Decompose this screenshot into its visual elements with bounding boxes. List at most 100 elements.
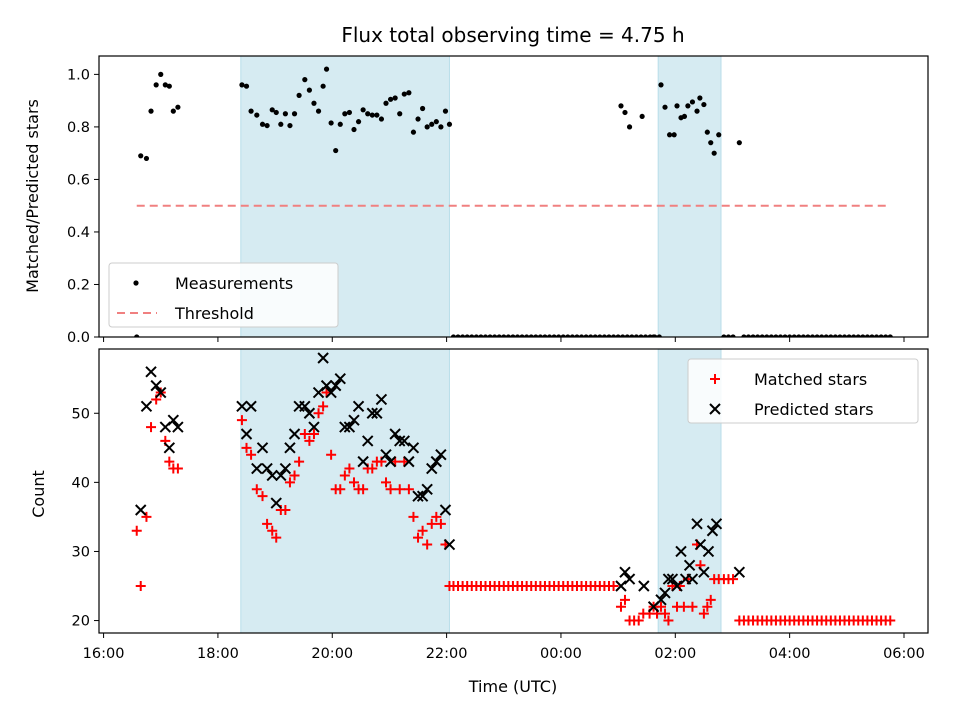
measurements-point bbox=[478, 334, 484, 337]
measurements-point bbox=[351, 126, 357, 133]
measurements-point bbox=[689, 99, 696, 105]
predicted-stars-point bbox=[675, 545, 687, 558]
measurements-point bbox=[656, 334, 662, 337]
predicted-stars-point bbox=[279, 462, 292, 475]
measurements-point bbox=[446, 121, 453, 127]
measurements-point bbox=[424, 124, 430, 130]
legend-label-measurements: Measurements bbox=[175, 274, 293, 293]
measurements-point bbox=[514, 334, 521, 337]
measurements-point bbox=[615, 334, 621, 337]
measurements-point bbox=[721, 334, 727, 337]
matched-stars-point bbox=[172, 463, 183, 474]
matched-stars-point bbox=[326, 449, 337, 460]
measurements-point bbox=[365, 111, 371, 117]
measurements-point bbox=[694, 108, 700, 114]
measurements-point bbox=[487, 334, 493, 337]
measurements-point bbox=[143, 155, 150, 162]
measurements-point bbox=[360, 107, 366, 113]
predicted-stars-point bbox=[380, 449, 392, 461]
measurements-point bbox=[328, 120, 334, 126]
predicted-stars-point bbox=[394, 435, 406, 447]
y-tick-label: 50 bbox=[72, 406, 90, 422]
predicted-stars-point bbox=[371, 407, 383, 419]
matched-stars-point bbox=[344, 463, 355, 474]
y-tick-label: 1.0 bbox=[67, 67, 90, 83]
measurements-point bbox=[419, 105, 426, 112]
measurements-point bbox=[401, 91, 407, 97]
shaded-interval-1 bbox=[240, 348, 450, 634]
measurements-point bbox=[269, 107, 275, 113]
measurements-point bbox=[333, 147, 339, 154]
predicted-stars-point bbox=[710, 518, 723, 530]
predicted-stars-point bbox=[439, 504, 452, 516]
measurements-point bbox=[819, 334, 825, 337]
measurements-point bbox=[622, 109, 628, 116]
measurements-point bbox=[282, 111, 288, 117]
predicted-stars-point bbox=[403, 455, 415, 468]
predicted-stars-point bbox=[334, 373, 346, 385]
legend-marker-matched-stars bbox=[710, 374, 720, 384]
measurements-point bbox=[442, 108, 449, 114]
matched-stars-point bbox=[678, 601, 689, 612]
matched-stars-point bbox=[394, 484, 405, 495]
measurements-point bbox=[782, 334, 788, 337]
measurements-point bbox=[764, 334, 770, 337]
measurements-point bbox=[296, 92, 302, 98]
matched-stars-point bbox=[164, 456, 175, 467]
measurements-point bbox=[320, 83, 326, 89]
measurements-point bbox=[273, 109, 279, 116]
top-y-axis-label: Matched/Predicted stars bbox=[23, 99, 42, 293]
measurements-point bbox=[278, 121, 284, 127]
predicted-stars-point bbox=[615, 580, 627, 592]
predicted-stars-point bbox=[343, 421, 356, 433]
plot-area bbox=[131, 352, 896, 626]
measurements-point bbox=[337, 121, 343, 127]
predicted-stars-point bbox=[659, 587, 671, 599]
predicted-stars-point bbox=[245, 400, 257, 413]
matched-stars-point bbox=[135, 581, 146, 592]
matched-stars-point bbox=[702, 601, 713, 612]
measurements-point bbox=[768, 334, 774, 337]
legend-label-matched-stars: Matched stars bbox=[754, 370, 867, 389]
predicted-stars-point bbox=[384, 455, 397, 468]
measurements-point bbox=[392, 95, 398, 101]
measurements-point bbox=[574, 334, 580, 337]
predicted-stars-point bbox=[348, 414, 360, 426]
matched-stars-point bbox=[885, 615, 896, 626]
x-tick-label: 22:00 bbox=[426, 646, 468, 662]
legend: Measurements Threshold bbox=[108, 262, 339, 328]
matched-stars-point bbox=[385, 484, 396, 495]
measurements-point bbox=[406, 90, 412, 96]
measurements-point bbox=[546, 334, 553, 337]
measurements-point bbox=[800, 334, 806, 337]
predicted-stars-point bbox=[163, 442, 176, 454]
measurements-point bbox=[542, 334, 548, 337]
measurements-point bbox=[606, 334, 612, 337]
matched-stars-point bbox=[728, 574, 739, 585]
predicted-stars-point bbox=[362, 435, 374, 447]
measurements-point bbox=[639, 113, 645, 120]
predicted-stars-point bbox=[320, 379, 333, 392]
measurements-point bbox=[650, 334, 657, 337]
measurements-point bbox=[658, 82, 664, 88]
matched-stars-point bbox=[284, 477, 295, 488]
measurements-point bbox=[796, 334, 802, 337]
measurements-point bbox=[569, 334, 575, 337]
y-tick-label: 0.8 bbox=[67, 120, 90, 136]
measurements-point bbox=[528, 334, 534, 337]
measurements-point bbox=[704, 129, 710, 135]
predicted-stars-point bbox=[733, 566, 746, 578]
measurements-point bbox=[556, 334, 562, 337]
measurements-point bbox=[438, 124, 444, 130]
predicted-stars-point bbox=[266, 469, 278, 482]
matched-stars-point bbox=[413, 532, 424, 543]
predicted-stars-point bbox=[284, 442, 296, 454]
measurements-point bbox=[773, 334, 779, 337]
predicted-stars-point bbox=[275, 469, 287, 482]
measurements-point bbox=[315, 108, 322, 114]
measurements-point bbox=[397, 111, 403, 117]
predicted-stars-point bbox=[698, 566, 710, 578]
measurements-point bbox=[378, 116, 385, 122]
measurements-point bbox=[464, 334, 470, 337]
